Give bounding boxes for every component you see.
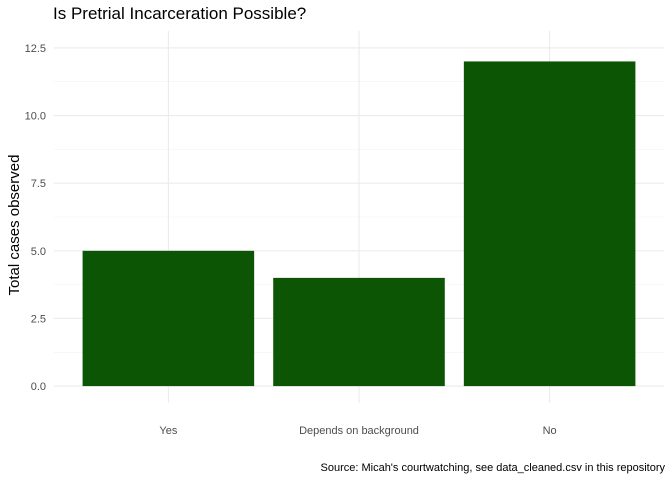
- x-tick-labels: Yes Depends on background No: [159, 425, 556, 437]
- y-tick-label: 12.5: [25, 43, 46, 55]
- chart-caption: Source: Micah's courtwatching, see data_…: [321, 462, 666, 474]
- y-axis-label: Total cases observed: [6, 155, 23, 296]
- y-tick-label: 5.0: [31, 246, 46, 258]
- bars: [82, 61, 636, 387]
- x-tick-label: Yes: [159, 425, 177, 437]
- y-tick-label: 7.5: [31, 178, 46, 190]
- x-tick-label: No: [543, 425, 557, 437]
- bar: [82, 250, 255, 387]
- bar: [273, 277, 445, 387]
- x-tick-label: Depends on background: [299, 425, 419, 437]
- y-tick-labels: 0.0 2.5 5.0 7.5 10.0 12.5: [25, 43, 46, 393]
- chart-title: Is Pretrial Incarceration Possible?: [53, 4, 306, 23]
- bar: [463, 61, 636, 387]
- y-tick-label: 10.0: [25, 111, 46, 123]
- y-tick-label: 0.0: [31, 381, 46, 393]
- y-tick-label: 2.5: [31, 313, 46, 325]
